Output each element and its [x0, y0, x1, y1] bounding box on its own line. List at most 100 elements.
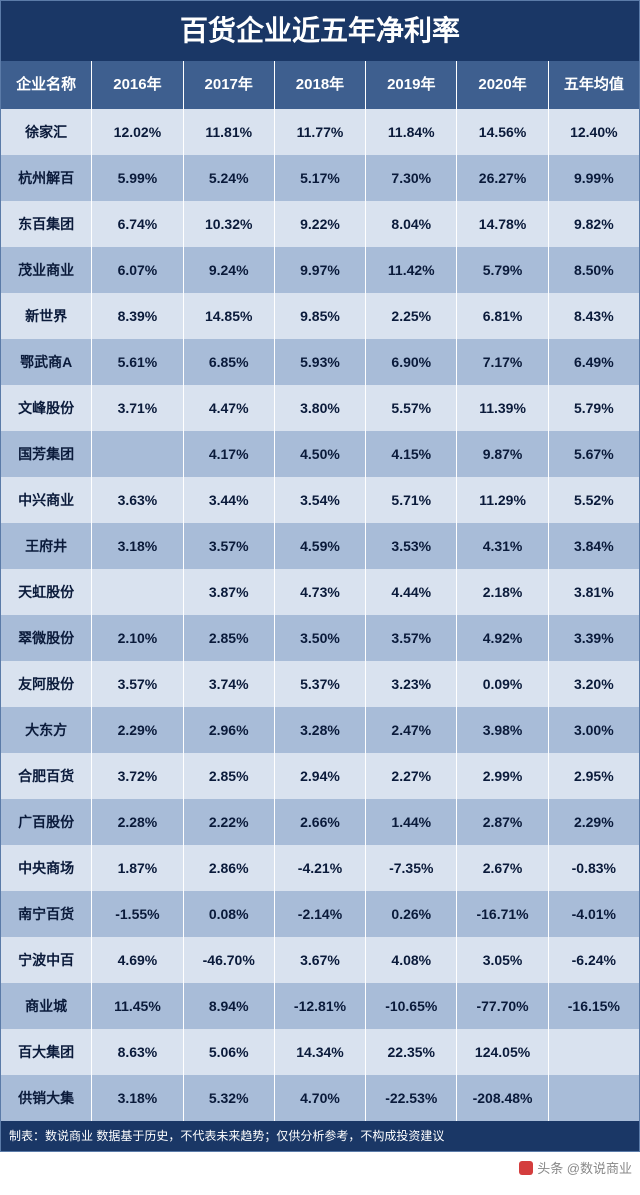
value-cell: 9.87% [457, 431, 548, 477]
value-cell: 2.95% [549, 753, 639, 799]
value-cell: 5.52% [549, 477, 639, 523]
value-cell: 3.18% [92, 1075, 183, 1121]
value-cell [92, 569, 183, 615]
value-cell: -16.15% [549, 983, 639, 1029]
table-row: 南宁百货-1.55%0.08%-2.14%0.26%-16.71%-4.01% [1, 891, 639, 937]
value-cell: 11.39% [457, 385, 548, 431]
value-cell: 4.92% [457, 615, 548, 661]
column-header: 2016年 [92, 61, 183, 109]
value-cell: 3.18% [92, 523, 183, 569]
table-row: 宁波中百4.69%-46.70%3.67%4.08%3.05%-6.24% [1, 937, 639, 983]
value-cell [92, 431, 183, 477]
value-cell: 5.79% [457, 247, 548, 293]
value-cell: -1.55% [92, 891, 183, 937]
value-cell: -22.53% [366, 1075, 457, 1121]
table-row: 中央商场1.87%2.86%-4.21%-7.35%2.67%-0.83% [1, 845, 639, 891]
company-name-cell: 百大集团 [1, 1029, 92, 1075]
table-footnote: 制表：数说商业 数据基于历史，不代表未来趋势；仅供分析参考，不构成投资建议 [1, 1121, 639, 1151]
value-cell: 4.31% [457, 523, 548, 569]
value-cell: 3.23% [366, 661, 457, 707]
value-cell: 4.44% [366, 569, 457, 615]
value-cell: 2.99% [457, 753, 548, 799]
value-cell: 14.78% [457, 201, 548, 247]
value-cell: 2.29% [549, 799, 639, 845]
value-cell: 9.24% [184, 247, 275, 293]
table-row: 合肥百货3.72%2.85%2.94%2.27%2.99%2.95% [1, 753, 639, 799]
value-cell: 4.17% [184, 431, 275, 477]
value-cell: 14.56% [457, 109, 548, 155]
table-row: 国芳集团4.17%4.50%4.15%9.87%5.67% [1, 431, 639, 477]
value-cell: 8.50% [549, 247, 639, 293]
value-cell: 2.66% [275, 799, 366, 845]
value-cell: -0.83% [549, 845, 639, 891]
value-cell: -7.35% [366, 845, 457, 891]
company-name-cell: 王府井 [1, 523, 92, 569]
value-cell: 2.86% [184, 845, 275, 891]
value-cell: 8.43% [549, 293, 639, 339]
value-cell: -12.81% [275, 983, 366, 1029]
value-cell: 7.30% [366, 155, 457, 201]
table-row: 徐家汇12.02%11.81%11.77%11.84%14.56%12.40% [1, 109, 639, 155]
value-cell: 6.90% [366, 339, 457, 385]
value-cell: 3.98% [457, 707, 548, 753]
value-cell: 14.34% [275, 1029, 366, 1075]
value-cell: -6.24% [549, 937, 639, 983]
value-cell: 3.53% [366, 523, 457, 569]
value-cell: 6.07% [92, 247, 183, 293]
value-cell: 3.57% [92, 661, 183, 707]
value-cell: 2.28% [92, 799, 183, 845]
value-cell: 2.10% [92, 615, 183, 661]
value-cell: 5.71% [366, 477, 457, 523]
company-name-cell: 中央商场 [1, 845, 92, 891]
value-cell: 5.32% [184, 1075, 275, 1121]
value-cell: 3.28% [275, 707, 366, 753]
value-cell: 8.94% [184, 983, 275, 1029]
value-cell: 2.29% [92, 707, 183, 753]
value-cell: 9.85% [275, 293, 366, 339]
table-row: 鄂武商A5.61%6.85%5.93%6.90%7.17%6.49% [1, 339, 639, 385]
value-cell: -16.71% [457, 891, 548, 937]
value-cell: 4.08% [366, 937, 457, 983]
value-cell: 5.67% [549, 431, 639, 477]
value-cell: -4.21% [275, 845, 366, 891]
value-cell: 9.97% [275, 247, 366, 293]
company-name-cell: 中兴商业 [1, 477, 92, 523]
company-name-cell: 文峰股份 [1, 385, 92, 431]
value-cell: 2.25% [366, 293, 457, 339]
value-cell: 6.74% [92, 201, 183, 247]
company-name-cell: 广百股份 [1, 799, 92, 845]
value-cell: 4.59% [275, 523, 366, 569]
value-cell: 2.87% [457, 799, 548, 845]
value-cell: 9.99% [549, 155, 639, 201]
value-cell: 5.06% [184, 1029, 275, 1075]
column-header: 2020年 [457, 61, 548, 109]
value-cell: 10.32% [184, 201, 275, 247]
value-cell: 4.73% [275, 569, 366, 615]
company-name-cell: 合肥百货 [1, 753, 92, 799]
company-name-cell: 国芳集团 [1, 431, 92, 477]
value-cell: 8.39% [92, 293, 183, 339]
value-cell: 11.29% [457, 477, 548, 523]
value-cell: 3.81% [549, 569, 639, 615]
company-name-cell: 新世界 [1, 293, 92, 339]
value-cell: 3.39% [549, 615, 639, 661]
table-row: 杭州解百5.99%5.24%5.17%7.30%26.27%9.99% [1, 155, 639, 201]
company-name-cell: 南宁百货 [1, 891, 92, 937]
value-cell: 3.44% [184, 477, 275, 523]
column-header: 2017年 [184, 61, 275, 109]
value-cell: 5.24% [184, 155, 275, 201]
table-row: 大东方2.29%2.96%3.28%2.47%3.98%3.00% [1, 707, 639, 753]
value-cell: 0.09% [457, 661, 548, 707]
value-cell: 5.57% [366, 385, 457, 431]
company-name-cell: 宁波中百 [1, 937, 92, 983]
table-row: 王府井3.18%3.57%4.59%3.53%4.31%3.84% [1, 523, 639, 569]
table-row: 广百股份2.28%2.22%2.66%1.44%2.87%2.29% [1, 799, 639, 845]
credit-line: 头条 @数说商业 [0, 1152, 640, 1181]
value-cell: 4.70% [275, 1075, 366, 1121]
value-cell: 11.81% [184, 109, 275, 155]
value-cell: 6.49% [549, 339, 639, 385]
table-title: 百货企业近五年净利率 [1, 1, 639, 61]
table-row: 供销大集3.18%5.32%4.70%-22.53%-208.48% [1, 1075, 639, 1121]
table-row: 天虹股份3.87%4.73%4.44%2.18%3.81% [1, 569, 639, 615]
value-cell: -208.48% [457, 1075, 548, 1121]
